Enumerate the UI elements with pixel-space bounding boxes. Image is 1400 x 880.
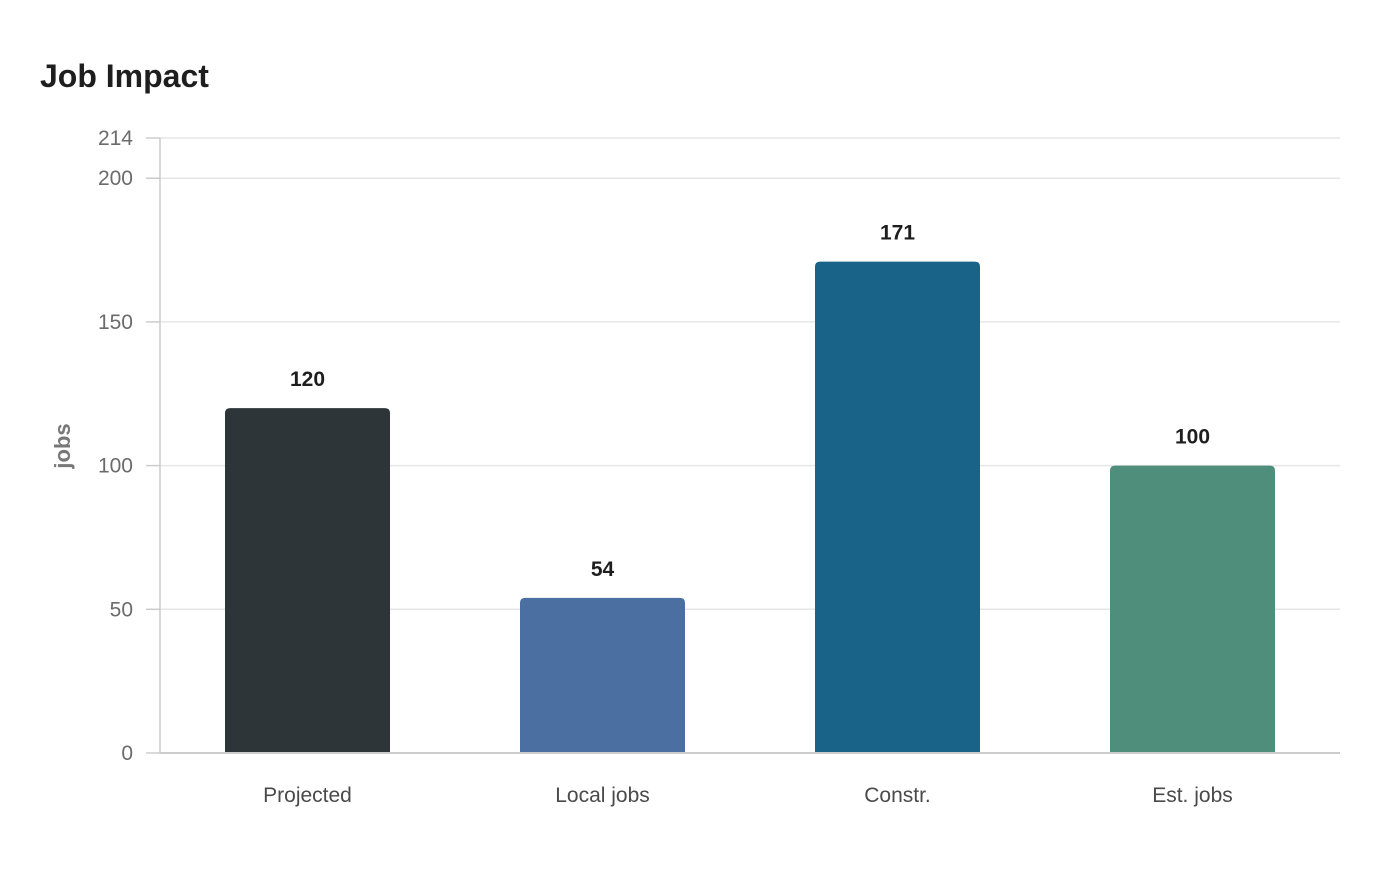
data-label: 120 (290, 368, 325, 391)
axes (146, 137, 1340, 754)
bars (225, 261, 1275, 753)
y-tick-label: 100 (98, 455, 133, 478)
x-tick-label: Est. jobs (1152, 784, 1233, 807)
x-tick-label: Local jobs (555, 784, 650, 807)
bar-est-jobs (1110, 465, 1275, 753)
y-tick-label: 150 (98, 311, 133, 334)
data-label: 54 (591, 558, 615, 581)
y-axis-title: jobs (50, 423, 75, 469)
y-tick-label: 214 (98, 127, 133, 150)
bar-constr (815, 261, 980, 753)
bar-local-jobs (520, 597, 685, 753)
bar-projected (225, 408, 390, 753)
data-label: 100 (1175, 426, 1210, 449)
y-tick-label: 50 (110, 598, 133, 621)
x-tick-label: Constr. (864, 784, 931, 807)
labels: 0 50 100 150 200 214 120 Projected 54 Local jobs 1… (98, 127, 1233, 807)
chart-title: Job Impact (40, 58, 209, 94)
y-tick-label: 200 (98, 167, 133, 190)
y-tick-label: 0 (121, 742, 133, 765)
data-label: 171 (880, 222, 915, 245)
x-tick-label: Projected (263, 784, 352, 807)
